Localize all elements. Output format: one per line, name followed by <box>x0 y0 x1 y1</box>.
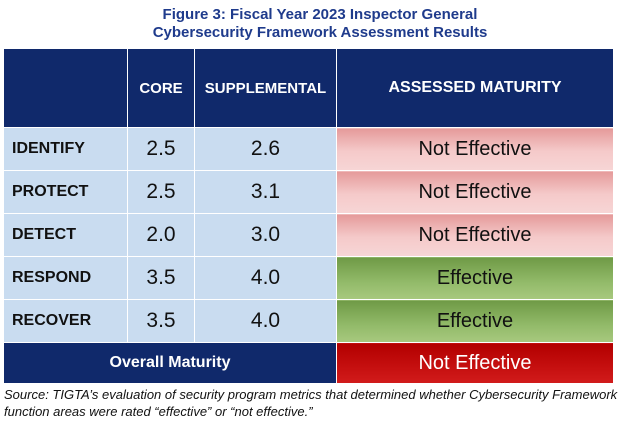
assessed-maturity-status: Not Effective <box>336 127 614 171</box>
core-score: 2.5 <box>127 127 195 171</box>
supplemental-score: 3.1 <box>194 170 337 214</box>
function-label: RECOVER <box>3 299 128 343</box>
header-assessed-maturity: ASSESSED MATURITY <box>336 48 614 128</box>
table-row: DETECT 2.0 3.0 Not Effective <box>3 213 614 257</box>
header-corner-cell <box>3 48 128 128</box>
overall-maturity-status: Not Effective <box>336 342 614 384</box>
core-score: 3.5 <box>127 299 195 343</box>
source-note: Source: TIGTA’s evaluation of security p… <box>4 387 618 419</box>
header-row: CORE SUPPLEMENTAL ASSESSED MATURITY <box>3 48 614 128</box>
function-label: PROTECT <box>3 170 128 214</box>
supplemental-score: 3.0 <box>194 213 337 257</box>
assessed-maturity-status: Not Effective <box>336 213 614 257</box>
header-core: CORE <box>127 48 195 128</box>
core-score: 2.5 <box>127 170 195 214</box>
assessed-maturity-status: Not Effective <box>336 170 614 214</box>
table-row: RECOVER 3.5 4.0 Effective <box>3 299 614 343</box>
assessed-maturity-status: Effective <box>336 256 614 300</box>
figure-title-line-1: Figure 3: Fiscal Year 2023 Inspector Gen… <box>162 6 478 23</box>
figure-title-line-2: Cybersecurity Framework Assessment Resul… <box>152 24 488 41</box>
table-row: PROTECT 2.5 3.1 Not Effective <box>3 170 614 214</box>
function-label: IDENTIFY <box>3 127 128 171</box>
assessment-results-table: CORE SUPPLEMENTAL ASSESSED MATURITY IDEN… <box>3 48 614 384</box>
header-supplemental: SUPPLEMENTAL <box>194 48 337 128</box>
table-row: RESPOND 3.5 4.0 Effective <box>3 256 614 300</box>
supplemental-score: 4.0 <box>194 256 337 300</box>
table-row: IDENTIFY 2.5 2.6 Not Effective <box>3 127 614 171</box>
overall-maturity-label: Overall Maturity <box>3 342 337 384</box>
overall-row: Overall Maturity Not Effective <box>3 342 614 384</box>
figure-title: Figure 3: Fiscal Year 2023 Inspector Gen… <box>0 6 640 42</box>
function-label: DETECT <box>3 213 128 257</box>
core-score: 2.0 <box>127 213 195 257</box>
supplemental-score: 2.6 <box>194 127 337 171</box>
core-score: 3.5 <box>127 256 195 300</box>
supplemental-score: 4.0 <box>194 299 337 343</box>
function-label: RESPOND <box>3 256 128 300</box>
assessed-maturity-status: Effective <box>336 299 614 343</box>
